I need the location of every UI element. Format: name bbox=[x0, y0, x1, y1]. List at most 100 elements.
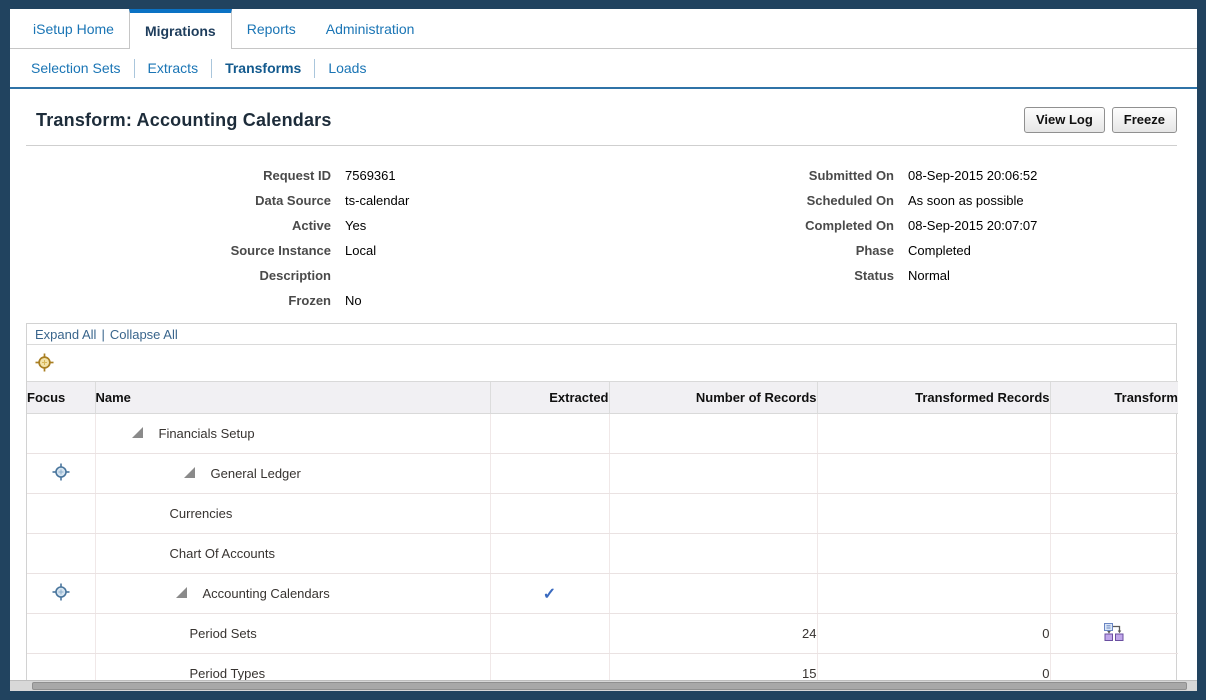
extracted-cell: ✓ bbox=[489, 573, 609, 614]
field-value: 7569361 bbox=[345, 168, 396, 183]
focus-cell bbox=[27, 493, 95, 534]
name-cell: Currencies bbox=[94, 493, 490, 534]
collapse-all-link[interactable]: Collapse All bbox=[109, 326, 178, 342]
focus-crosshair-icon[interactable] bbox=[52, 463, 70, 484]
tree-node-label: Financials Setup bbox=[158, 426, 255, 441]
top-tab-bar: iSetup Home Migrations Reports Administr… bbox=[10, 9, 1197, 49]
field-value: 08-Sep-2015 20:06:52 bbox=[908, 168, 1038, 183]
transform-cell bbox=[1049, 613, 1178, 654]
tree-node-label: Chart Of Accounts bbox=[169, 546, 276, 561]
field-value: Yes bbox=[345, 218, 367, 233]
link-divider: | bbox=[101, 326, 105, 342]
focus-cell bbox=[27, 573, 95, 614]
tree-node-label: General Ledger bbox=[210, 466, 301, 481]
action-buttons: View Log Freeze bbox=[1017, 107, 1177, 133]
sub-tab-bar: Selection Sets Extracts Transforms Loads bbox=[10, 49, 1197, 89]
title-row: Transform: Accounting Calendars View Log… bbox=[26, 103, 1177, 137]
main-content: Transform: Accounting Calendars View Log… bbox=[10, 89, 1197, 691]
extracted-cell bbox=[489, 413, 609, 454]
focus-cell bbox=[27, 533, 95, 574]
details-left-column: Request ID 7569361 Data Source ts-calendar… bbox=[26, 163, 584, 313]
transform-cell bbox=[1049, 413, 1178, 454]
title-divider bbox=[26, 145, 1177, 146]
tree-node-label: Accounting Calendars bbox=[202, 586, 330, 601]
column-header-name: Name bbox=[94, 381, 490, 414]
field-value: No bbox=[345, 293, 362, 308]
tab-isetup-home[interactable]: iSetup Home bbox=[33, 20, 114, 37]
field-label: Submitted On bbox=[808, 168, 894, 183]
tree-toolbar-row bbox=[27, 345, 1176, 381]
field-label: Description bbox=[259, 268, 331, 283]
field-value: Completed bbox=[908, 243, 971, 258]
field-label: Status bbox=[854, 268, 894, 283]
field-label: Source Instance bbox=[230, 243, 331, 258]
tab-administration[interactable]: Administration bbox=[325, 20, 415, 37]
transformed-records-cell bbox=[816, 413, 1050, 454]
field-label: Phase bbox=[855, 243, 894, 258]
tab-migrations[interactable]: Migrations bbox=[128, 9, 232, 49]
name-cell: Financials Setup bbox=[94, 413, 490, 454]
name-cell: Chart Of Accounts bbox=[94, 533, 490, 574]
field-label: Data Source bbox=[255, 193, 331, 208]
hierarchy-grid-container: Expand All | Collapse All bbox=[26, 323, 1178, 691]
subtab-selection-sets[interactable]: Selection Sets bbox=[31, 60, 121, 76]
name-cell: Accounting Calendars bbox=[94, 573, 490, 614]
expand-triangle-icon[interactable] bbox=[131, 426, 144, 442]
scrollbar-thumb[interactable] bbox=[32, 682, 1187, 690]
view-log-button[interactable]: View Log bbox=[1023, 107, 1105, 133]
tree-controls-row: Expand All | Collapse All bbox=[27, 324, 1176, 345]
transform-icon[interactable] bbox=[1103, 622, 1125, 645]
freeze-button[interactable]: Freeze bbox=[1111, 107, 1177, 133]
number-of-records-cell bbox=[608, 413, 817, 454]
number-of-records-cell bbox=[608, 533, 817, 574]
extracted-cell bbox=[489, 493, 609, 534]
table-row: General Ledger bbox=[27, 453, 1178, 494]
number-of-records-cell bbox=[608, 573, 817, 614]
table-header-row: Focus Name Extracted Number of Records T… bbox=[27, 381, 1178, 414]
transform-cell bbox=[1049, 573, 1178, 614]
column-header-transform: Transform bbox=[1049, 381, 1178, 414]
expand-all-link[interactable]: Expand All bbox=[35, 326, 97, 342]
extracted-cell bbox=[489, 533, 609, 574]
column-header-transformed-records: Transformed Records bbox=[816, 381, 1050, 414]
number-of-records-cell bbox=[608, 453, 817, 494]
focus-crosshair-icon[interactable] bbox=[52, 583, 70, 604]
column-header-focus: Focus bbox=[27, 381, 95, 414]
table-row: Accounting Calendars ✓ bbox=[27, 573, 1178, 614]
expand-triangle-icon[interactable] bbox=[175, 586, 188, 602]
subtab-loads[interactable]: Loads bbox=[328, 60, 367, 76]
field-label: Frozen bbox=[288, 293, 331, 308]
page-frame: iSetup Home Migrations Reports Administr… bbox=[10, 9, 1197, 691]
transformed-records-cell bbox=[816, 453, 1050, 494]
name-cell: General Ledger bbox=[94, 453, 490, 494]
tab-reports[interactable]: Reports bbox=[246, 20, 296, 37]
focus-crosshair-gold-icon[interactable] bbox=[35, 353, 54, 377]
column-header-extracted: Extracted bbox=[489, 381, 609, 414]
transform-cell bbox=[1049, 533, 1178, 574]
extracted-check-icon: ✓ bbox=[542, 585, 557, 603]
number-of-records-cell bbox=[608, 493, 817, 534]
subtab-separator bbox=[211, 58, 213, 78]
number-of-records-cell: 24 bbox=[608, 613, 817, 654]
horizontal-scrollbar[interactable] bbox=[10, 680, 1197, 691]
field-label: Request ID bbox=[263, 168, 331, 183]
table-row: Currencies bbox=[27, 493, 1178, 534]
tree-node-label: Period Types bbox=[189, 666, 266, 681]
transformed-records-cell bbox=[816, 573, 1050, 614]
column-header-number-of-records: Number of Records bbox=[608, 381, 817, 414]
name-cell: Period Sets bbox=[94, 613, 490, 654]
transform-records-table: Focus Name Extracted Number of Records T… bbox=[27, 381, 1178, 691]
transformed-records-cell bbox=[816, 493, 1050, 534]
subtab-transforms[interactable]: Transforms bbox=[225, 60, 302, 76]
field-label: Completed On bbox=[805, 218, 894, 233]
table-row: Period Sets 24 0 bbox=[27, 613, 1178, 654]
transformed-records-cell: 0 bbox=[816, 613, 1050, 654]
field-value: ts-calendar bbox=[345, 193, 410, 208]
details-right-column: Submitted On 08-Sep-2015 20:06:52 Schedul… bbox=[584, 163, 1177, 313]
focus-cell bbox=[27, 613, 95, 654]
subtab-extracts[interactable]: Extracts bbox=[147, 60, 199, 76]
expand-triangle-icon[interactable] bbox=[183, 466, 196, 482]
page-title: Transform: Accounting Calendars bbox=[36, 109, 332, 130]
focus-cell bbox=[27, 413, 95, 454]
